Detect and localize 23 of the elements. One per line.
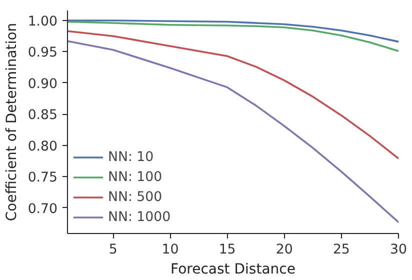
y-tick-label: 0.85 (28, 108, 58, 124)
y-tick-label: 0.90 (28, 76, 58, 92)
x-tick-label: 15 (218, 242, 236, 258)
legend-label: NN: 10 (108, 150, 154, 164)
y-tick-label: 0.80 (28, 139, 58, 154)
y-axis-title: Coefficient of Determination (4, 22, 20, 222)
x-tick-label: 5 (108, 242, 118, 258)
x-tick-label: 30 (390, 242, 407, 258)
legend-label: NN: 500 (108, 190, 162, 204)
line-series (68, 40, 398, 224)
x-tick-label: 20 (276, 242, 293, 258)
line-series (68, 20, 398, 52)
legend-label: NN: 1000 (108, 210, 171, 224)
line-series (68, 30, 398, 160)
y-tick-label: 0.70 (28, 202, 58, 217)
y-tick-label: 0.95 (28, 46, 58, 61)
x-tick-label: 25 (332, 242, 350, 258)
y-tick-label: 1.00 (28, 14, 58, 30)
x-tick-label: 10 (162, 242, 179, 258)
line-series (68, 20, 398, 43)
legend-label: NN: 100 (108, 170, 162, 184)
y-tick-label: 0.75 (28, 170, 58, 186)
x-axis-title: Forecast Distance (170, 262, 296, 278)
